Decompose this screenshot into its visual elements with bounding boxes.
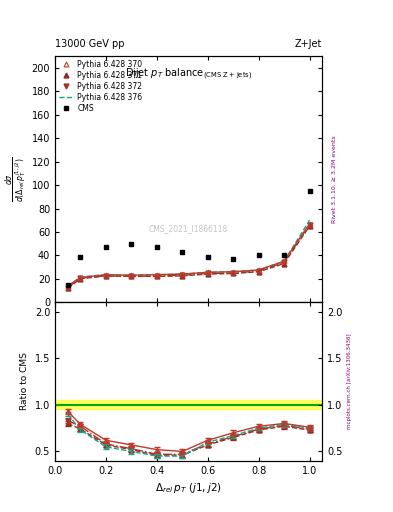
- Pythia 6.428 376: [78, 274, 83, 280]
- Pythia 6.428 370: [231, 269, 235, 275]
- X-axis label: $\Delta_{rel}\,p_T\ (j1,j2)$: $\Delta_{rel}\,p_T\ (j1,j2)$: [155, 481, 222, 495]
- Text: 13000 GeV pp: 13000 GeV pp: [55, 38, 125, 49]
- Pythia 6.428 371: [104, 273, 108, 279]
- Pythia 6.428 370: [104, 271, 108, 278]
- Bar: [55, 400, 322, 410]
- Pythia 6.428 372: [104, 273, 108, 279]
- Pythia 6.428 376: [206, 269, 210, 275]
- Pythia 6.428 376: [65, 283, 70, 289]
- Line: Pythia 6.428 370: Pythia 6.428 370: [65, 221, 312, 288]
- Pythia 6.428 371: [307, 223, 312, 229]
- Pythia 6.428 370: [154, 271, 159, 278]
- Pythia 6.428 370: [129, 272, 134, 279]
- Legend: Pythia 6.428 370, Pythia 6.428 371, Pythia 6.428 372, Pythia 6.428 376, CMS: Pythia 6.428 370, Pythia 6.428 371, Pyth…: [57, 58, 144, 114]
- Text: Dijet $p_T$ balance$_{\rm (CMS\ Z+jets)}$: Dijet $p_T$ balance$_{\rm (CMS\ Z+jets)}…: [125, 66, 252, 81]
- Y-axis label: $\frac{d\sigma}{d(\Delta_{rel}\,p_T^{j1,j2})}$: $\frac{d\sigma}{d(\Delta_{rel}\,p_T^{j1,…: [3, 157, 29, 202]
- Y-axis label: Ratio to CMS: Ratio to CMS: [20, 353, 29, 411]
- Pythia 6.428 372: [129, 273, 134, 280]
- Pythia 6.428 372: [78, 275, 83, 281]
- Line: Pythia 6.428 371: Pythia 6.428 371: [65, 224, 312, 291]
- Pythia 6.428 371: [129, 273, 134, 280]
- Line: Pythia 6.428 376: Pythia 6.428 376: [68, 220, 310, 286]
- Pythia 6.428 371: [231, 270, 235, 276]
- Pythia 6.428 376: [307, 217, 312, 223]
- Pythia 6.428 372: [256, 268, 261, 274]
- Text: Z+Jet: Z+Jet: [295, 38, 322, 49]
- Pythia 6.428 376: [129, 272, 134, 279]
- Pythia 6.428 376: [154, 271, 159, 278]
- Pythia 6.428 376: [231, 269, 235, 275]
- Pythia 6.428 370: [180, 271, 185, 277]
- Pythia 6.428 370: [307, 221, 312, 227]
- Pythia 6.428 372: [206, 270, 210, 276]
- Y-axis label: Rivet 3.1.10, ≥ 3.2M events: Rivet 3.1.10, ≥ 3.2M events: [331, 136, 336, 223]
- Pythia 6.428 370: [282, 258, 286, 264]
- Pythia 6.428 370: [78, 274, 83, 281]
- Pythia 6.428 376: [104, 271, 108, 278]
- Pythia 6.428 372: [180, 272, 185, 279]
- Pythia 6.428 370: [65, 283, 70, 289]
- Y-axis label: mcplots.cern.ch [arXiv:1306.3436]: mcplots.cern.ch [arXiv:1306.3436]: [347, 334, 352, 429]
- Pythia 6.428 370: [256, 267, 261, 273]
- Pythia 6.428 372: [282, 259, 286, 265]
- Pythia 6.428 371: [256, 269, 261, 275]
- Text: CMS_2021_I1866118: CMS_2021_I1866118: [149, 224, 228, 233]
- Pythia 6.428 376: [256, 267, 261, 273]
- Pythia 6.428 372: [231, 270, 235, 276]
- Pythia 6.428 371: [282, 261, 286, 267]
- Pythia 6.428 371: [206, 271, 210, 277]
- Pythia 6.428 372: [65, 285, 70, 291]
- Pythia 6.428 376: [282, 258, 286, 264]
- Line: Pythia 6.428 372: Pythia 6.428 372: [65, 223, 312, 290]
- Pythia 6.428 371: [154, 273, 159, 280]
- Pythia 6.428 372: [307, 222, 312, 228]
- Pythia 6.428 371: [78, 275, 83, 282]
- Pythia 6.428 372: [154, 273, 159, 279]
- Pythia 6.428 376: [180, 271, 185, 277]
- Pythia 6.428 371: [65, 285, 70, 291]
- Pythia 6.428 370: [206, 269, 210, 275]
- Pythia 6.428 371: [180, 273, 185, 279]
